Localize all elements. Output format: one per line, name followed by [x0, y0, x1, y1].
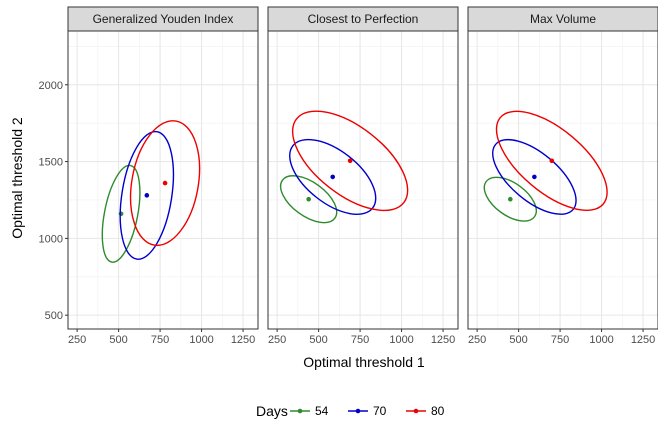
panel-border — [267, 30, 459, 330]
legend-key-point — [413, 408, 419, 414]
facet-panel: Closest to Perfection 250 500 750 1000 1250 — [267, 6, 459, 346]
facet-panel: Generalized Youden Index 250 500 750 1000 125… — [67, 6, 259, 346]
x-tick-label: 750 — [351, 334, 369, 346]
grid — [68, 31, 258, 329]
legend-label: 70 — [373, 404, 387, 418]
x-tick-label: 750 — [551, 334, 569, 346]
y-tick-label: 500 — [45, 310, 63, 322]
panel-background — [268, 31, 458, 329]
facet-strip-label: Max Volume — [530, 12, 596, 26]
data-point-80 — [162, 180, 168, 186]
data-point-70 — [330, 174, 336, 180]
confidence-ellipse-70 — [491, 138, 577, 215]
legend-title: Days — [256, 403, 288, 419]
x-tick-label: 250 — [268, 334, 286, 346]
legend-item-54: 54 — [290, 404, 329, 418]
grid — [468, 31, 658, 329]
x-tick-label: 1250 — [231, 334, 255, 346]
confidence-ellipse-54 — [483, 176, 537, 222]
grid — [268, 31, 458, 329]
x-tick-label: 750 — [151, 334, 169, 346]
panels-layer: Generalized Youden Index 250 500 750 1000 125… — [39, 6, 658, 346]
panel-border — [67, 30, 259, 330]
data-layer — [483, 110, 608, 222]
legend-label: 80 — [431, 404, 445, 418]
x-tick-label: 1000 — [189, 334, 213, 346]
data-point-80 — [347, 158, 353, 164]
facet-strip-label: Generalized Youden Index — [93, 12, 234, 26]
data-point-70 — [532, 174, 537, 180]
confidence-ellipse-70 — [289, 138, 377, 215]
x-tick-label: 250 — [68, 334, 86, 346]
confidence-ellipse-54 — [279, 175, 338, 224]
data-point-54 — [508, 196, 513, 202]
x-tick-label: 500 — [109, 334, 127, 346]
x-tick-label: 1250 — [631, 334, 655, 346]
y-tick-label: 1500 — [39, 157, 63, 169]
data-layer — [101, 120, 201, 263]
panel-border — [467, 30, 658, 330]
legend-item-70: 70 — [348, 404, 387, 418]
y-axis-title: Optimal threshold 2 — [9, 117, 25, 239]
data-point-54 — [306, 196, 311, 202]
legend-key-point — [355, 408, 361, 414]
y-tick-label: 1000 — [39, 233, 63, 245]
x-tick-label: 1000 — [589, 334, 613, 346]
data-point-70 — [144, 193, 150, 198]
legend-key-point — [297, 408, 303, 414]
x-axis-title: Optimal threshold 1 — [303, 354, 425, 370]
x-tick-label: 1250 — [431, 334, 455, 346]
facet-strip-label: Closest to Perfection — [308, 12, 419, 26]
data-point-80 — [549, 158, 555, 164]
confidence-ellipse-80 — [129, 120, 201, 247]
confidence-ellipse-70 — [119, 130, 175, 260]
y-tick-label: 2000 — [39, 80, 63, 92]
panel-background — [468, 31, 658, 329]
legend-label: 54 — [315, 404, 329, 418]
confidence-ellipse-54 — [101, 164, 141, 263]
confidence-ellipse-80 — [495, 110, 608, 211]
x-tick-label: 250 — [468, 334, 486, 346]
data-layer — [279, 110, 409, 224]
confidence-ellipse-80 — [291, 110, 409, 212]
panel-background — [68, 31, 258, 329]
x-tick-label: 1000 — [389, 334, 413, 346]
legend-item-80: 80 — [406, 404, 445, 418]
legend: Days 54 70 80 — [256, 403, 445, 419]
x-tick-label: 500 — [509, 334, 527, 346]
facet-strip — [67, 6, 259, 32]
x-tick-label: 500 — [309, 334, 327, 346]
facet-panel: Max Volume 250 500 750 1000 1250 — [467, 6, 658, 346]
